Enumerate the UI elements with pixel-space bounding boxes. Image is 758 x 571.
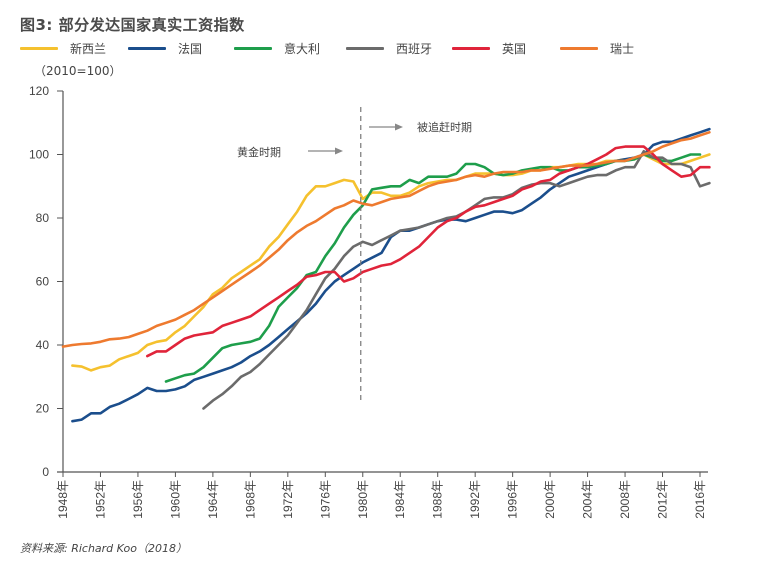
x-tick-label: 1980年 [356,480,370,519]
annotations: 黄金时期 被追赶时期 [237,107,472,402]
annotation-catch-up-period: 被追赶时期 [417,120,472,134]
legend-item-switzerland: 瑞士 [560,40,634,57]
x-tick-label: 1960年 [168,480,182,519]
source-note: 资料来源: Richard Koo（2018） [20,542,187,555]
axes: 0 20 40 60 80 100 120 1948年 1952年 1956年 1960年 1964年… [29,84,708,519]
legend-label: 意大利 [284,42,321,56]
legend-item-nz: 新西兰 [20,40,106,57]
series-line-5 [61,131,711,348]
x-tick-label: 1988年 [431,480,445,519]
x-tick-label: 1948年 [56,480,70,519]
arrow-right-icon [369,123,403,131]
series-lines [61,127,711,423]
x-tick-label: 1996年 [506,480,520,519]
series-line-4 [146,145,711,358]
legend-swatch [20,47,58,50]
x-tick-label: 2016年 [693,480,707,519]
x-tick-label: 1968年 [243,480,257,519]
arrow-head [395,123,403,131]
y-tick-label: 100 [29,148,49,162]
x-tick-label: 2008年 [618,480,632,519]
legend-swatch [128,47,166,50]
legend-label: 英国 [502,42,527,56]
y-tick-label: 60 [36,275,50,289]
legend-label: 新西兰 [70,42,107,56]
legend-label: 法国 [178,42,203,56]
x-tick-label: 1992年 [468,480,482,519]
legend-label: 瑞士 [610,42,635,56]
legend-swatch [234,47,272,50]
legend-item-france: 法国 [128,40,202,57]
unit-label: （2010=100） [34,64,122,78]
legend-swatch [346,47,384,50]
x-tick-label: 1964年 [206,480,220,519]
legend-swatch [560,47,598,50]
legend: 新西兰 法国 意大利 西班牙 英国 瑞士 [20,40,750,58]
legend-swatch [452,47,490,50]
x-tick-label: 1972年 [281,480,295,519]
x-tick-label: 2012年 [656,480,670,519]
arrow-right-icon [308,147,343,155]
annotation-golden-period: 黄金时期 [237,145,281,159]
chart-title: 图3: 部分发达国家真实工资指数 [20,16,245,34]
y-tick-label: 40 [36,338,50,352]
y-tick-label: 80 [36,211,50,225]
y-tick-label: 20 [36,402,50,416]
series-line-1 [71,127,711,423]
legend-label: 西班牙 [396,42,433,56]
legend-item-spain: 西班牙 [346,40,432,57]
x-tick-label: 1956年 [131,480,145,519]
arrow-head [335,147,343,155]
x-tick-label: 1984年 [393,480,407,519]
x-tick-label: 1976年 [318,480,332,519]
x-tick-label: 2000年 [543,480,557,519]
legend-item-italy: 意大利 [234,40,320,57]
series-line-3 [202,150,711,410]
x-tick-label: 1952年 [93,480,107,519]
x-tick-label: 2004年 [581,480,595,519]
legend-item-uk: 英国 [452,40,526,57]
y-tick-label: 120 [29,84,49,98]
y-tick-label: 0 [42,465,49,479]
